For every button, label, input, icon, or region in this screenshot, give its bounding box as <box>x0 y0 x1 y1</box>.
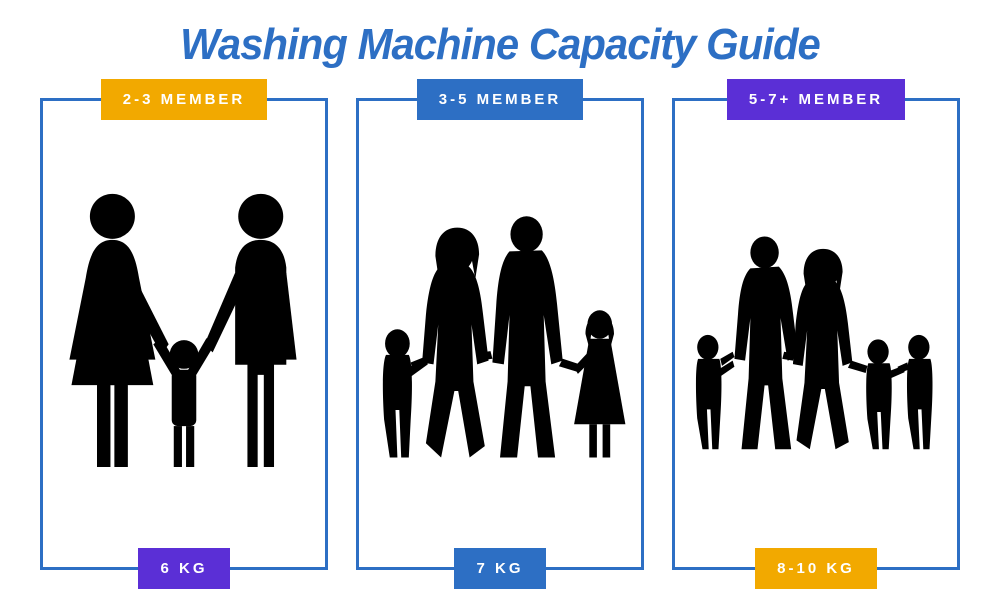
family-silhouette-four-icon <box>359 101 641 567</box>
capacity-card: 5-7+ MEMBER <box>672 98 960 570</box>
member-count-badge: 2-3 MEMBER <box>101 79 268 120</box>
family-silhouette-five-icon <box>675 101 957 567</box>
page-title: Washing Machine Capacity Guide <box>63 20 937 70</box>
member-count-badge: 5-7+ MEMBER <box>727 79 905 120</box>
capacity-card: 3-5 MEMBER <box>356 98 644 570</box>
capacity-badge: 7 KG <box>454 548 545 589</box>
capacity-badge: 6 KG <box>138 548 229 589</box>
infographic-container: Washing Machine Capacity Guide 2-3 MEMBE… <box>0 0 1000 600</box>
member-count-badge: 3-5 MEMBER <box>417 79 584 120</box>
cards-row: 2-3 MEMBER <box>40 98 960 570</box>
capacity-card: 2-3 MEMBER <box>40 98 328 570</box>
capacity-badge: 8-10 KG <box>755 548 877 589</box>
family-pictogram-icon <box>43 101 325 567</box>
